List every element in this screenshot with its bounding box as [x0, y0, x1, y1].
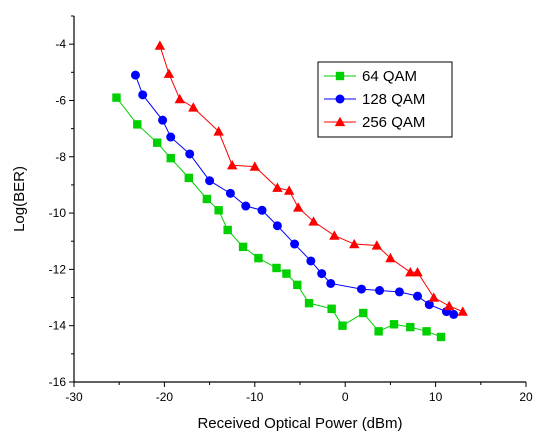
data-point — [385, 252, 396, 263]
data-point — [282, 269, 291, 278]
data-point — [308, 216, 319, 226]
data-point — [249, 161, 260, 171]
x-tick-label: 0 — [342, 390, 349, 404]
data-point — [424, 300, 434, 310]
data-point — [213, 126, 224, 136]
data-point — [130, 70, 140, 80]
y-tick-label: -14 — [49, 319, 67, 333]
y-tick-label: -6 — [55, 93, 66, 107]
data-point — [317, 269, 327, 279]
series-line — [116, 97, 442, 338]
data-point — [272, 221, 282, 231]
x-tick-label: 20 — [519, 390, 533, 404]
data-point — [272, 182, 283, 192]
data-point — [436, 332, 446, 342]
legend-item: 128 QAM — [324, 91, 425, 108]
data-point — [184, 173, 194, 183]
data-point — [349, 238, 360, 249]
data-point — [356, 284, 366, 294]
y-tick-label: -10 — [49, 206, 67, 220]
data-point — [223, 225, 232, 235]
data-point — [133, 120, 142, 129]
y-tick-label: -16 — [49, 375, 67, 389]
data-point — [238, 242, 248, 252]
data-point — [138, 90, 148, 100]
legend-label: 64 QAM — [362, 68, 417, 85]
data-point — [152, 138, 162, 147]
data-point — [283, 185, 295, 195]
data-point — [359, 308, 368, 318]
legend-label: 128 QAM — [362, 91, 425, 108]
data-point — [174, 93, 185, 104]
data-point — [449, 309, 459, 319]
data-point — [457, 306, 468, 316]
legend-item: 256 QAM — [324, 114, 425, 131]
data-point — [374, 327, 383, 336]
data-point — [304, 298, 314, 308]
data-point — [443, 300, 455, 311]
data-point — [413, 291, 423, 301]
data-point — [375, 286, 385, 295]
x-axis-title: Received Optical Power (dBm) — [197, 415, 402, 432]
legend-label: 256 QAM — [362, 114, 425, 131]
data-point — [227, 160, 238, 170]
data-point — [166, 132, 176, 142]
axes: -30 -20 -10 0 10 20 -16 -14 -12 -10 -8 -6 -4 — [49, 15, 533, 404]
legend-marker — [335, 71, 345, 81]
data-point — [290, 239, 300, 249]
y-tick-label: -12 — [49, 262, 67, 276]
series-area — [112, 40, 468, 342]
data-point — [394, 287, 404, 297]
data-point — [293, 280, 302, 290]
data-point — [205, 176, 215, 186]
data-point — [254, 253, 263, 263]
data-point — [154, 40, 166, 50]
legend-item: 64 QAM — [324, 68, 417, 85]
data-point — [327, 304, 336, 313]
data-point — [422, 327, 431, 336]
data-point — [329, 230, 340, 240]
data-point — [338, 321, 347, 330]
series-square — [112, 93, 446, 342]
series-triangle — [154, 40, 468, 316]
data-point — [389, 320, 399, 329]
data-point — [214, 206, 223, 215]
x-tick-label: -20 — [156, 390, 174, 404]
y-tick-label: -4 — [55, 37, 66, 51]
data-point — [326, 278, 336, 288]
data-point — [202, 194, 212, 204]
data-point — [112, 93, 121, 102]
legend-marker — [334, 116, 346, 127]
data-point — [158, 115, 168, 125]
data-point — [225, 188, 235, 198]
data-point — [185, 149, 195, 159]
data-point — [371, 240, 383, 250]
data-point — [241, 201, 251, 211]
data-point — [163, 68, 175, 78]
data-point — [272, 263, 281, 273]
data-point — [405, 267, 416, 277]
data-point — [306, 256, 316, 266]
data-point — [292, 202, 304, 212]
series-circle — [130, 70, 459, 319]
data-point — [188, 102, 199, 112]
legend-marker — [335, 94, 345, 104]
data-point — [428, 292, 439, 302]
x-tick-label: 10 — [429, 390, 443, 404]
x-tick-label: -10 — [246, 390, 264, 404]
data-point — [412, 267, 423, 277]
data-point — [406, 322, 415, 332]
y-axis-title: Log(BER) — [11, 166, 28, 232]
y-tick-label: -8 — [55, 150, 66, 164]
legend: 64 QAM 128 QAM 256 QAM — [317, 61, 453, 138]
x-tick-label: -30 — [65, 390, 83, 404]
data-point — [257, 205, 267, 215]
data-point — [166, 153, 175, 163]
